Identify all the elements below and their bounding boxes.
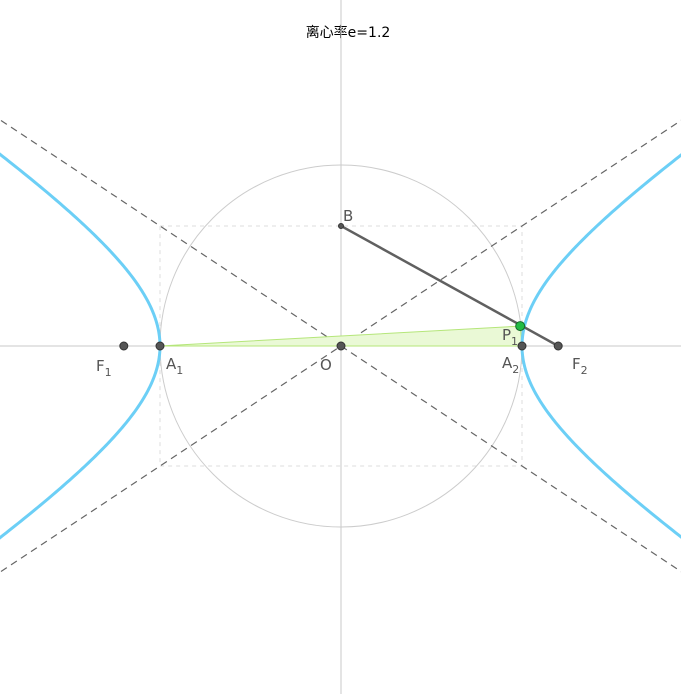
label-a2: A2 bbox=[502, 354, 519, 376]
label-a1: A1 bbox=[166, 355, 183, 377]
label-b: B bbox=[343, 207, 353, 225]
label-p1: P1 bbox=[502, 326, 518, 348]
segment-b-f2 bbox=[340, 224, 559, 348]
point-a2[interactable] bbox=[517, 341, 527, 351]
label-o: O bbox=[320, 356, 332, 374]
label-f2: F2 bbox=[572, 355, 588, 377]
point-p1[interactable] bbox=[515, 321, 526, 332]
diagram-title: 离心率e=1.2 bbox=[306, 24, 391, 41]
label-f1: F1 bbox=[96, 357, 112, 379]
point-o[interactable] bbox=[336, 341, 346, 351]
point-a1[interactable] bbox=[155, 341, 165, 351]
point-b[interactable] bbox=[338, 222, 344, 229]
point-f1[interactable] bbox=[119, 341, 129, 351]
point-f2[interactable] bbox=[553, 341, 563, 351]
asymptote-positive bbox=[0, 119, 681, 573]
asymptote-negative bbox=[0, 119, 681, 573]
